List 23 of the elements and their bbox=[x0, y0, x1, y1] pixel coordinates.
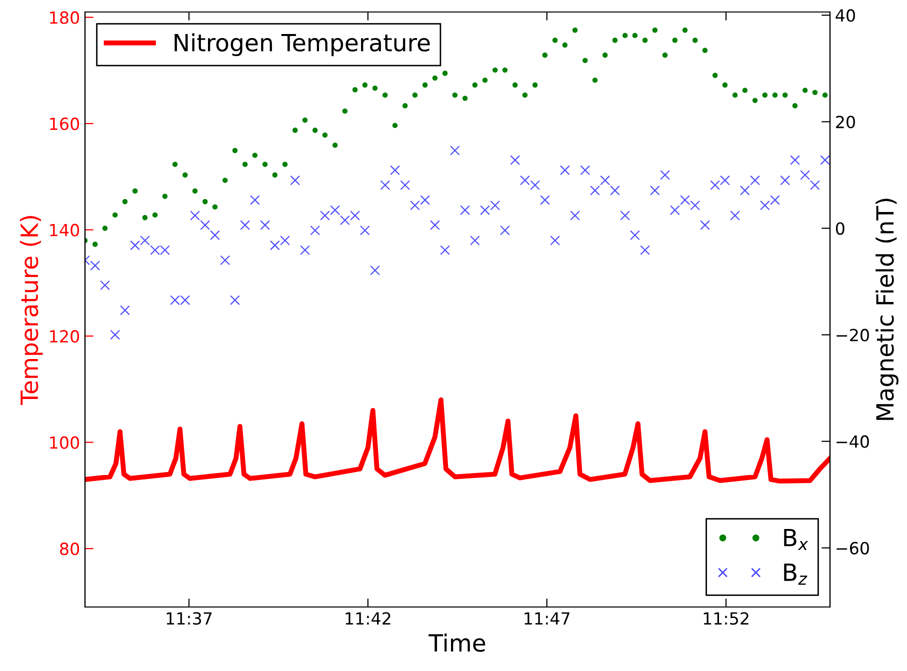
y2-tick-label: −60 bbox=[836, 542, 869, 554]
y2-tick-label: 40 bbox=[836, 9, 855, 22]
y-tick-label: 140 bbox=[50, 224, 80, 236]
x-tick-label: 11:52 bbox=[704, 612, 748, 625]
x-tick-label: 11:37 bbox=[166, 612, 212, 625]
y2-tick-label: −40 bbox=[836, 435, 869, 448]
legend-label: B$_{x}$ bbox=[784, 528, 808, 550]
y-tick-label: 160 bbox=[50, 118, 80, 130]
y-tick-label: 180 bbox=[50, 11, 80, 24]
y2-tick-label: −20 bbox=[836, 328, 869, 342]
x-tick-label: 11:42 bbox=[346, 612, 390, 625]
y-axis-title: Temperature (K) bbox=[20, 216, 43, 406]
x-axis-title: Time bbox=[428, 634, 486, 652]
y-tick-label: 80 bbox=[60, 542, 80, 556]
y2-tick-label: 0 bbox=[836, 222, 844, 235]
y2-axis-title: Magnetic Field (nT) bbox=[876, 198, 898, 420]
line-series bbox=[85, 397, 830, 484]
y-tick-label: 100 bbox=[50, 436, 80, 449]
x-tick-label: 11:47 bbox=[524, 612, 570, 625]
legend-label: B$_{z}$ bbox=[784, 564, 808, 585]
y2-tick-label: 20 bbox=[836, 116, 855, 128]
legend-label: Nitrogen Temperature bbox=[174, 33, 430, 56]
y-tick-label: 120 bbox=[50, 330, 80, 343]
